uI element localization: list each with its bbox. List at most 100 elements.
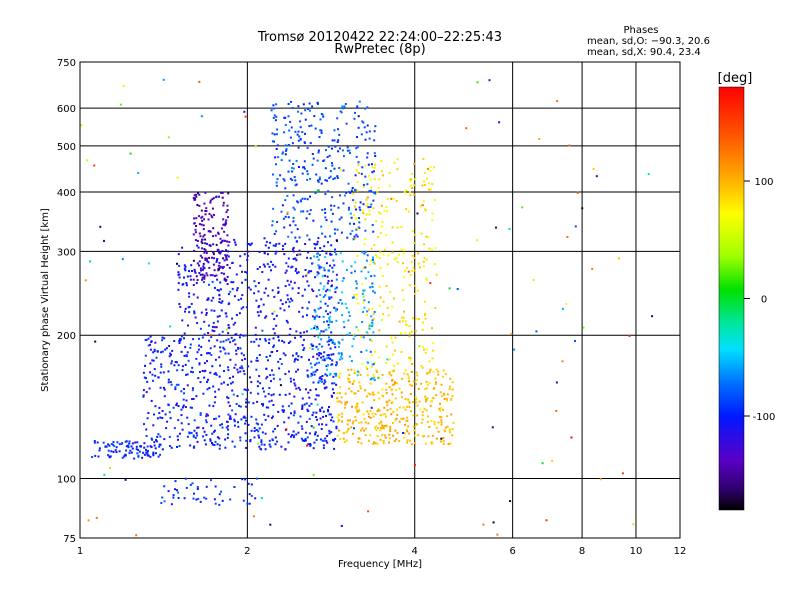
data-point <box>396 432 399 434</box>
data-point <box>313 324 316 327</box>
data-point <box>323 267 326 269</box>
data-point <box>286 212 289 215</box>
data-point <box>223 277 226 280</box>
data-point <box>318 315 321 318</box>
data-point <box>118 450 121 453</box>
data-point <box>272 337 275 340</box>
data-point <box>315 388 317 391</box>
data-point <box>495 226 497 229</box>
data-point <box>121 258 124 261</box>
data-point <box>213 309 216 312</box>
data-point <box>254 145 257 148</box>
data-point <box>108 444 111 447</box>
data-point <box>376 255 379 258</box>
data-point <box>272 415 274 418</box>
data-point <box>370 325 373 328</box>
data-point <box>188 295 191 298</box>
data-point <box>170 383 173 386</box>
data-point <box>242 306 245 309</box>
data-point <box>333 447 336 450</box>
data-point <box>382 313 384 316</box>
data-point <box>403 191 406 194</box>
data-point <box>290 412 292 415</box>
data-point <box>378 397 381 400</box>
data-point <box>451 381 454 384</box>
data-point <box>423 348 425 351</box>
data-point <box>317 103 319 106</box>
data-point <box>398 320 401 323</box>
data-point <box>310 425 313 428</box>
data-point <box>231 440 234 443</box>
data-point <box>234 343 237 346</box>
data-point <box>382 442 385 445</box>
data-point <box>336 177 339 179</box>
data-point <box>367 301 370 304</box>
data-point <box>366 152 369 155</box>
data-point <box>225 219 228 222</box>
data-point <box>250 429 253 432</box>
data-point <box>190 264 193 267</box>
data-point <box>159 453 162 456</box>
data-point <box>331 388 334 391</box>
data-point <box>299 126 302 129</box>
data-point <box>310 366 313 369</box>
data-point <box>182 398 185 401</box>
data-point <box>290 402 293 405</box>
data-point <box>227 303 230 306</box>
data-point <box>293 360 296 363</box>
data-point <box>299 335 302 338</box>
data-point <box>94 340 97 343</box>
data-point <box>316 357 319 360</box>
data-point <box>292 220 295 223</box>
data-point <box>205 415 208 418</box>
data-point <box>145 448 147 451</box>
data-point <box>278 393 281 396</box>
data-point <box>239 439 242 442</box>
data-point <box>338 429 340 432</box>
data-point <box>258 251 261 253</box>
data-point <box>258 427 261 430</box>
data-point <box>304 431 307 434</box>
data-point <box>417 434 420 437</box>
data-point <box>392 297 395 300</box>
data-point <box>184 477 187 480</box>
data-point <box>203 439 206 442</box>
data-point <box>446 393 449 396</box>
data-point <box>381 373 384 376</box>
data-point <box>212 235 214 238</box>
data-point <box>292 167 295 170</box>
data-point <box>287 265 290 268</box>
data-point <box>241 393 244 396</box>
data-point <box>209 371 212 374</box>
data-point <box>400 332 403 335</box>
data-point <box>300 200 302 203</box>
data-point <box>269 241 272 244</box>
data-point <box>429 169 432 172</box>
data-point <box>183 497 186 500</box>
data-point <box>359 387 362 390</box>
data-point <box>434 381 437 384</box>
data-point <box>250 494 253 497</box>
data-point <box>196 204 199 206</box>
data-point <box>325 219 328 222</box>
data-point <box>417 387 420 390</box>
data-point <box>213 257 216 260</box>
data-point <box>284 242 287 245</box>
data-point <box>422 321 424 324</box>
data-point <box>310 375 313 378</box>
data-point <box>256 477 258 480</box>
data-point <box>356 189 359 192</box>
data-point <box>341 105 344 108</box>
data-point <box>342 202 345 205</box>
data-point <box>186 351 189 354</box>
data-point <box>234 363 237 366</box>
data-point <box>592 167 595 170</box>
data-point <box>233 418 236 421</box>
data-point <box>319 410 322 413</box>
data-point <box>213 430 215 433</box>
data-point <box>259 310 262 313</box>
data-point <box>358 100 361 103</box>
data-point <box>317 237 320 240</box>
data-point <box>208 266 211 269</box>
data-point <box>146 454 149 457</box>
